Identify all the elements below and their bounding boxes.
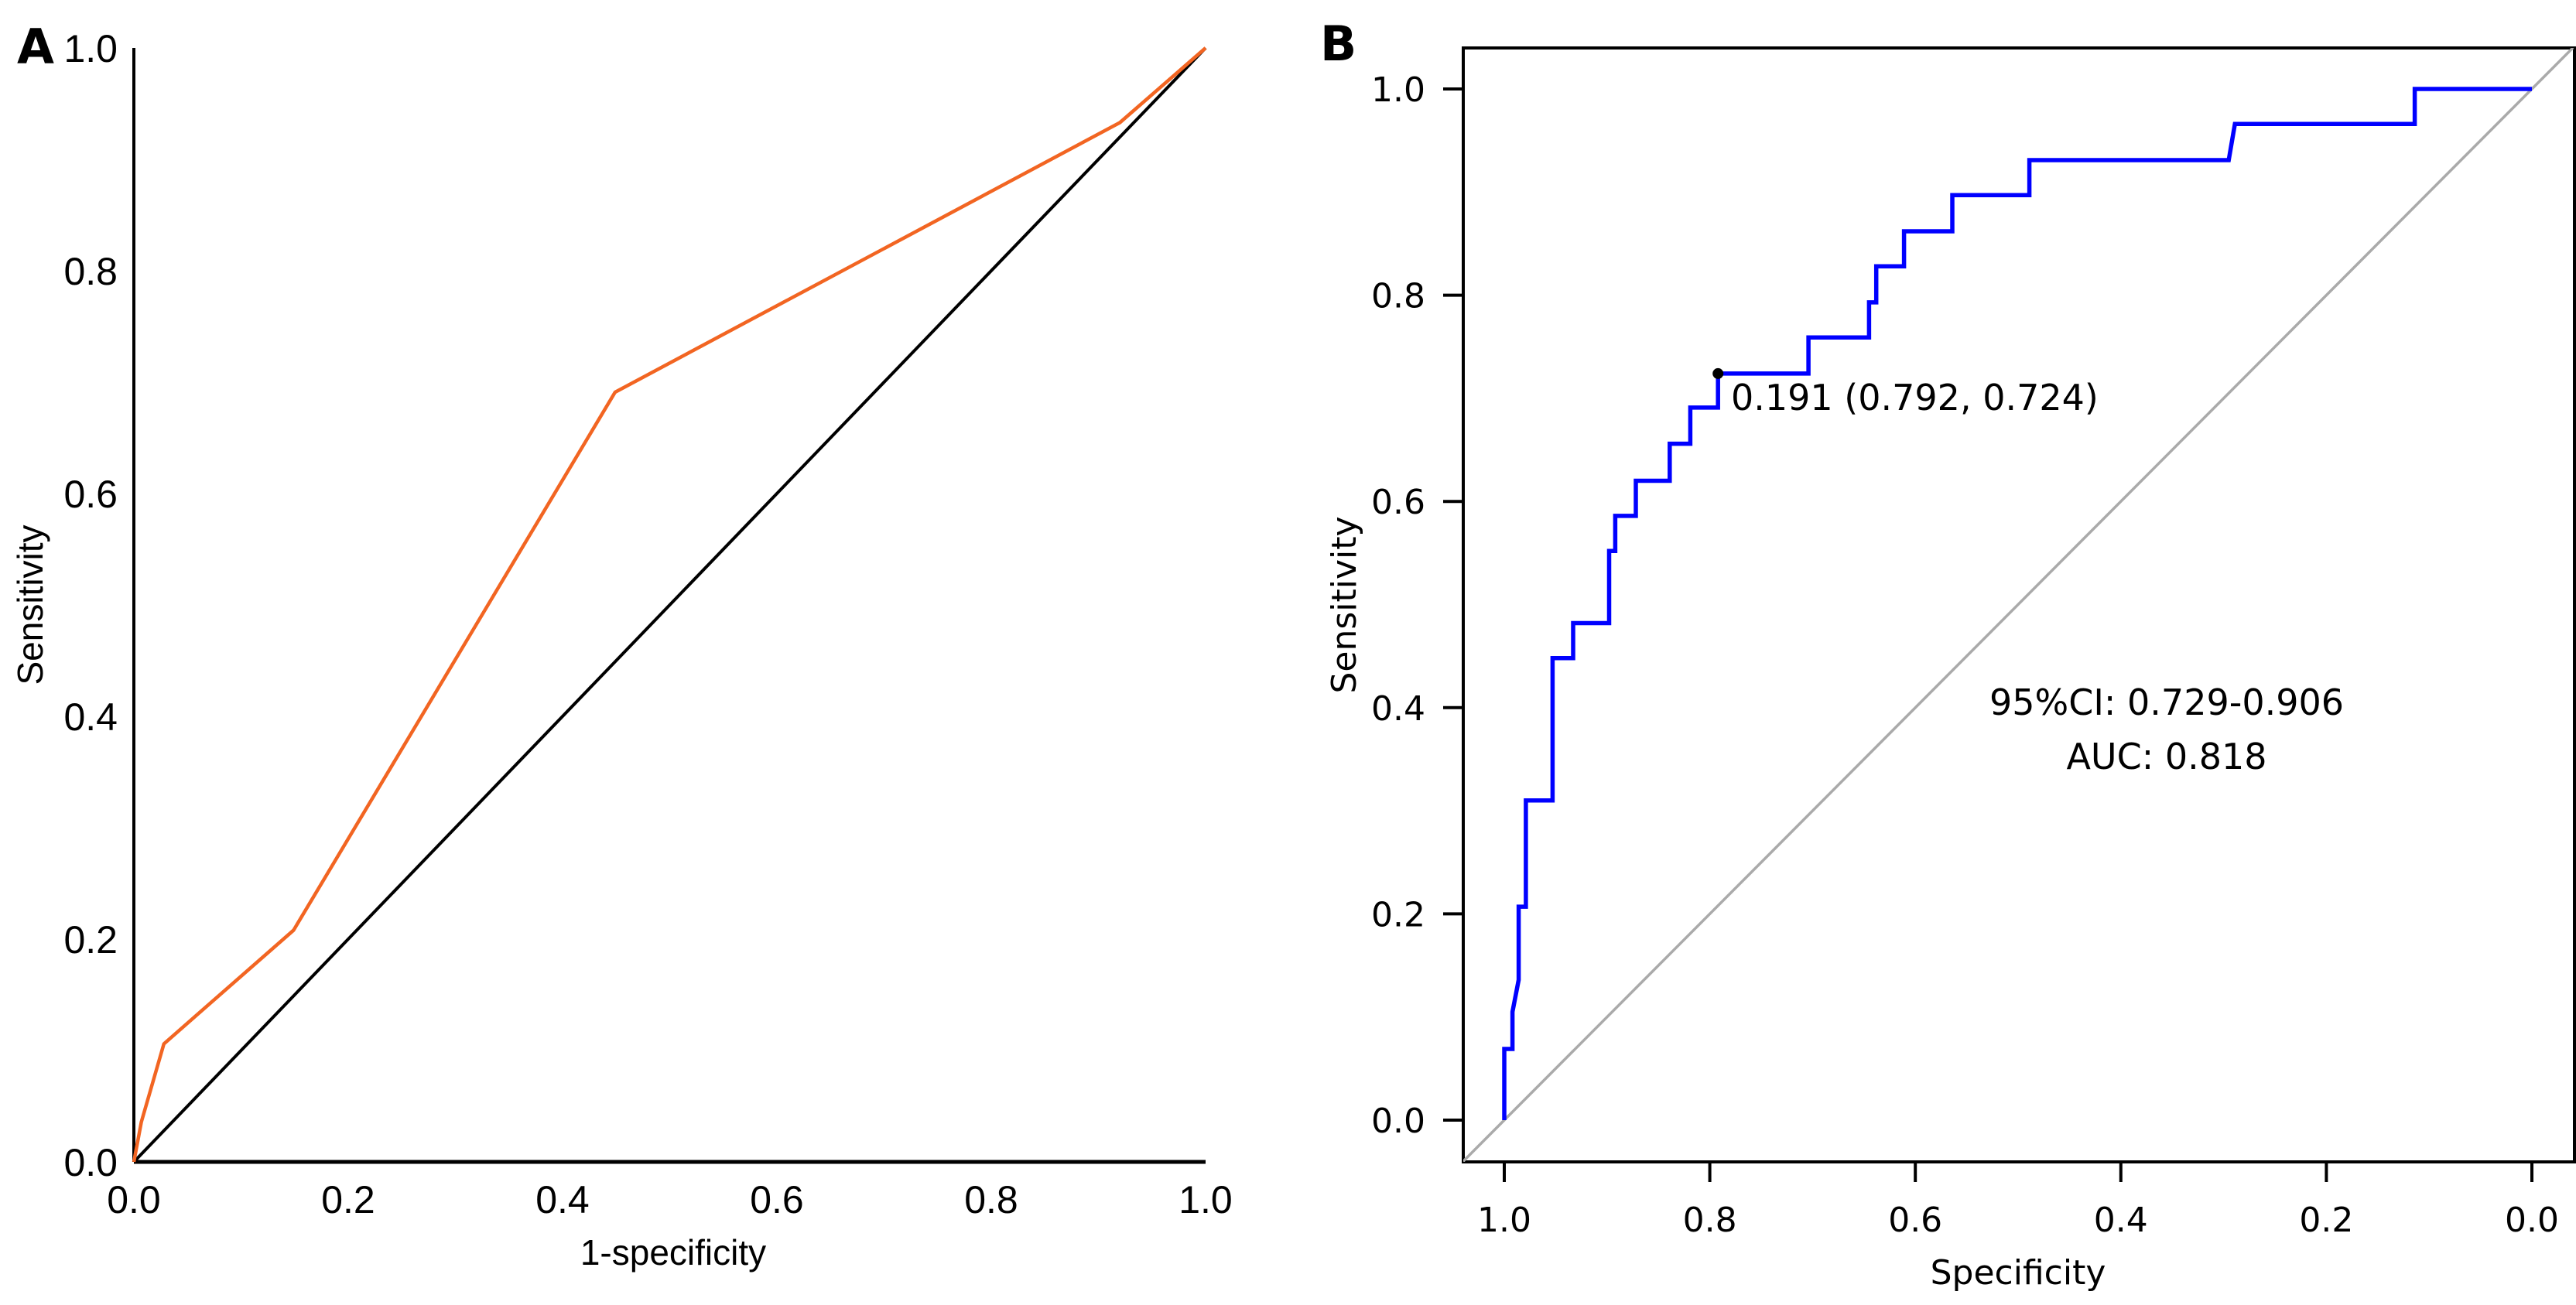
panel-b-x-tick-label: 0.8 bbox=[1683, 1201, 1737, 1240]
panel-b-ticks: 0.0 0.2 0.4 0.6 0.8 1.0 1.0 0.8 0.6 0.4 0.2 0.0 bbox=[1371, 70, 2559, 1240]
panel-a-y-tick-label: 0.4 bbox=[63, 695, 118, 739]
ci-annotation: 95%CI: 0.729-0.906 bbox=[1989, 682, 2344, 723]
panel-a-reference-line bbox=[132, 46, 1207, 1163]
cutoff-annotation: 0.191 (0.792, 0.724) bbox=[1731, 377, 2099, 418]
auc-annotation: AUC: 0.818 bbox=[2066, 736, 2266, 777]
panel-b-roc-curve bbox=[1502, 87, 2532, 1120]
panel-a-roc-curve bbox=[132, 46, 1207, 1163]
panel-a-x-tick-label: 0.4 bbox=[535, 1178, 590, 1221]
panel-b-y-tick-label: 0.8 bbox=[1371, 277, 1425, 316]
panel-a: A 0.0 0.2 0.4 0.6 0.8 1.0 0.0 0.2 0.4 0.6 0.8 1.0 1… bbox=[10, 19, 1233, 1273]
panel-b-y-tick-label: 0.4 bbox=[1371, 689, 1425, 729]
panel-b-y-tick-label: 0.6 bbox=[1371, 483, 1425, 522]
panel-b-plot-box bbox=[1462, 46, 2576, 1163]
panel-a-x-tick-label: 1.0 bbox=[1179, 1178, 1233, 1221]
panel-b-label: B bbox=[1320, 15, 1356, 72]
panel-a-y-tick-label: 1.0 bbox=[63, 27, 118, 70]
panel-a-ticks: 0.0 0.2 0.4 0.6 0.8 1.0 0.0 0.2 0.4 0.6 0.8 1.0 bbox=[63, 27, 1232, 1221]
panel-b-x-axis-label: Specificity bbox=[1931, 1253, 2106, 1293]
panel-a-x-tick-label: 0.2 bbox=[321, 1178, 375, 1221]
panel-a-series bbox=[132, 46, 1207, 1163]
panel-b-x-tick-label: 0.4 bbox=[2094, 1201, 2148, 1240]
panel-a-x-tick-label: 0.6 bbox=[750, 1178, 804, 1221]
panel-b-x-tick-label: 0.6 bbox=[1888, 1201, 1942, 1240]
panel-a-x-tick-label: 0.0 bbox=[107, 1178, 161, 1221]
panel-a-axes bbox=[132, 48, 1206, 1164]
panel-b-x-tick-label: 0.2 bbox=[2299, 1201, 2353, 1240]
panel-b-series bbox=[1463, 48, 2574, 1162]
panel-b-y-axis-label: Sensitivity bbox=[1325, 516, 1364, 693]
panel-a-x-axis-label: 1-specificity bbox=[580, 1232, 766, 1273]
panel-a-y-tick-label: 0.6 bbox=[63, 473, 118, 516]
panel-b-reference-line bbox=[1463, 48, 2574, 1162]
panel-b-y-tick-label: 0.0 bbox=[1371, 1102, 1425, 1141]
panel-b: B 0.0 0.2 0.4 0.6 0.8 1.0 1.0 0.8 0.6 0.4 0.2 0.0 0… bbox=[1320, 15, 2576, 1293]
panel-b-y-tick-label: 1.0 bbox=[1371, 70, 1425, 110]
panel-a-y-axis-label: Sensitivity bbox=[10, 524, 50, 685]
panel-b-x-tick-label: 0.0 bbox=[2505, 1201, 2559, 1240]
panel-a-y-tick-label: 0.0 bbox=[63, 1141, 118, 1184]
cutoff-point-marker bbox=[1712, 367, 1724, 379]
panel-a-label: A bbox=[17, 19, 54, 75]
panel-a-y-tick-label: 0.8 bbox=[63, 250, 118, 293]
panel-a-y-tick-label: 0.2 bbox=[63, 918, 118, 962]
panel-b-x-tick-label: 1.0 bbox=[1477, 1201, 1531, 1240]
panel-a-x-tick-label: 0.8 bbox=[964, 1178, 1018, 1221]
panel-b-y-tick-label: 0.2 bbox=[1371, 895, 1425, 934]
